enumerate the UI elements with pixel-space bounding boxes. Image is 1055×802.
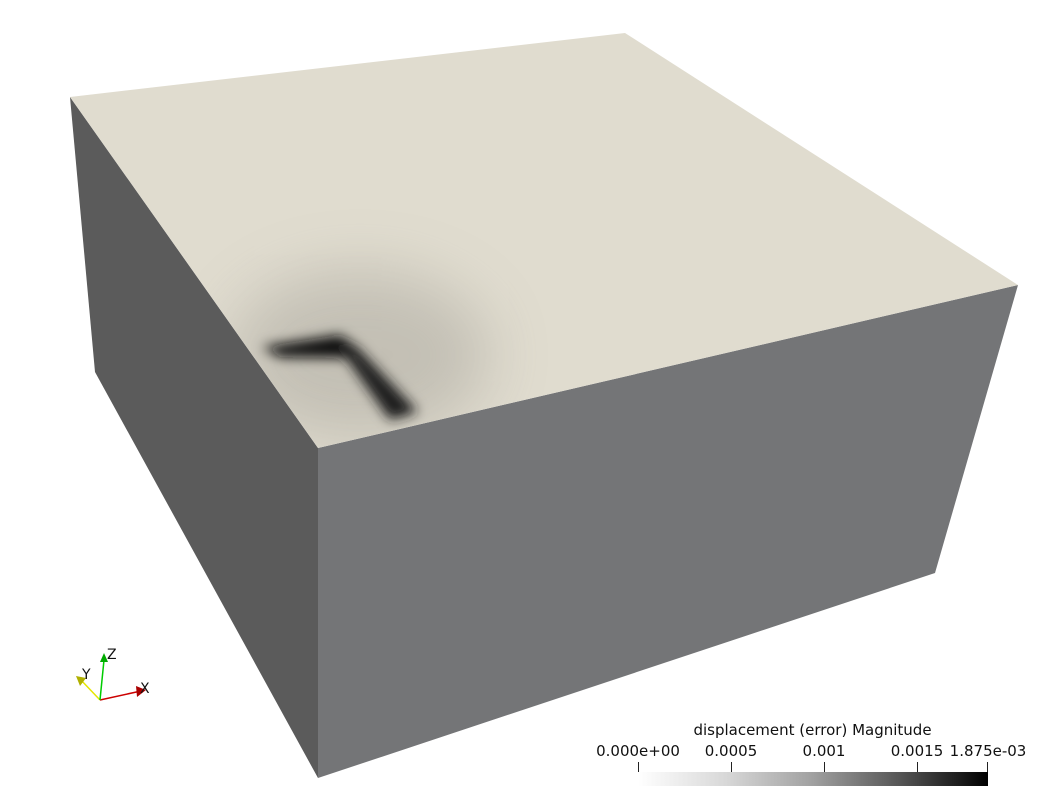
y-axis-label: Y — [82, 667, 91, 683]
z-axis-label: Z — [107, 647, 117, 663]
color-legend-tick — [987, 762, 988, 772]
color-legend-tick-label: 0.0015 — [890, 742, 944, 760]
color-legend-title: displacement (error) Magnitude — [693, 721, 932, 739]
color-legend-tick-label: 0.0005 — [704, 742, 758, 760]
y-axis-arrow-icon — [76, 676, 86, 686]
color-legend-tick — [731, 762, 732, 772]
color-legend-tick-label: 0.001 — [802, 742, 846, 760]
error-hotspot — [230, 270, 490, 440]
color-legend-tick — [917, 762, 918, 772]
x-axis-label: X — [140, 681, 150, 697]
color-legend-gradient-bar — [638, 772, 988, 786]
color-legend[interactable]: displacement (error) Magnitude 0.000e+00… — [590, 718, 1035, 793]
z-axis-arrow-icon — [100, 653, 108, 662]
orientation-axes-widget — [76, 653, 146, 701]
color-legend-tick-label: 1.875e-03 — [949, 742, 1027, 760]
color-legend-tick-label: 0.000e+00 — [596, 742, 680, 760]
x-axis-line — [99, 690, 142, 701]
color-legend-tick — [824, 762, 825, 772]
color-legend-tick — [638, 762, 639, 772]
z-axis-line — [99, 659, 105, 701]
box-front-face — [318, 285, 1018, 778]
x-axis-arrow-icon — [136, 686, 146, 697]
box-left-face — [70, 97, 318, 778]
y-axis-line — [79, 678, 101, 701]
